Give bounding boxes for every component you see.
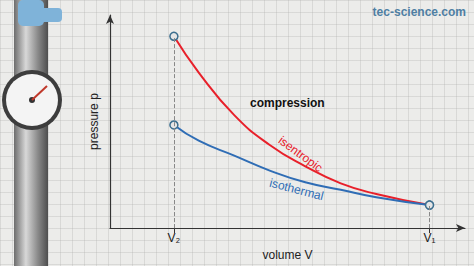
svg-text:compression: compression	[250, 96, 325, 110]
svg-text:pressure p: pressure p	[87, 93, 101, 150]
svg-text:tec-science.com: tec-science.com	[373, 5, 466, 19]
svg-text:V₁: V₁	[423, 231, 435, 245]
svg-text:volume V: volume V	[262, 248, 312, 262]
svg-text:isentropic: isentropic	[275, 133, 326, 175]
svg-text:V₂: V₂	[168, 231, 181, 245]
svg-text:isothermal: isothermal	[268, 175, 326, 204]
